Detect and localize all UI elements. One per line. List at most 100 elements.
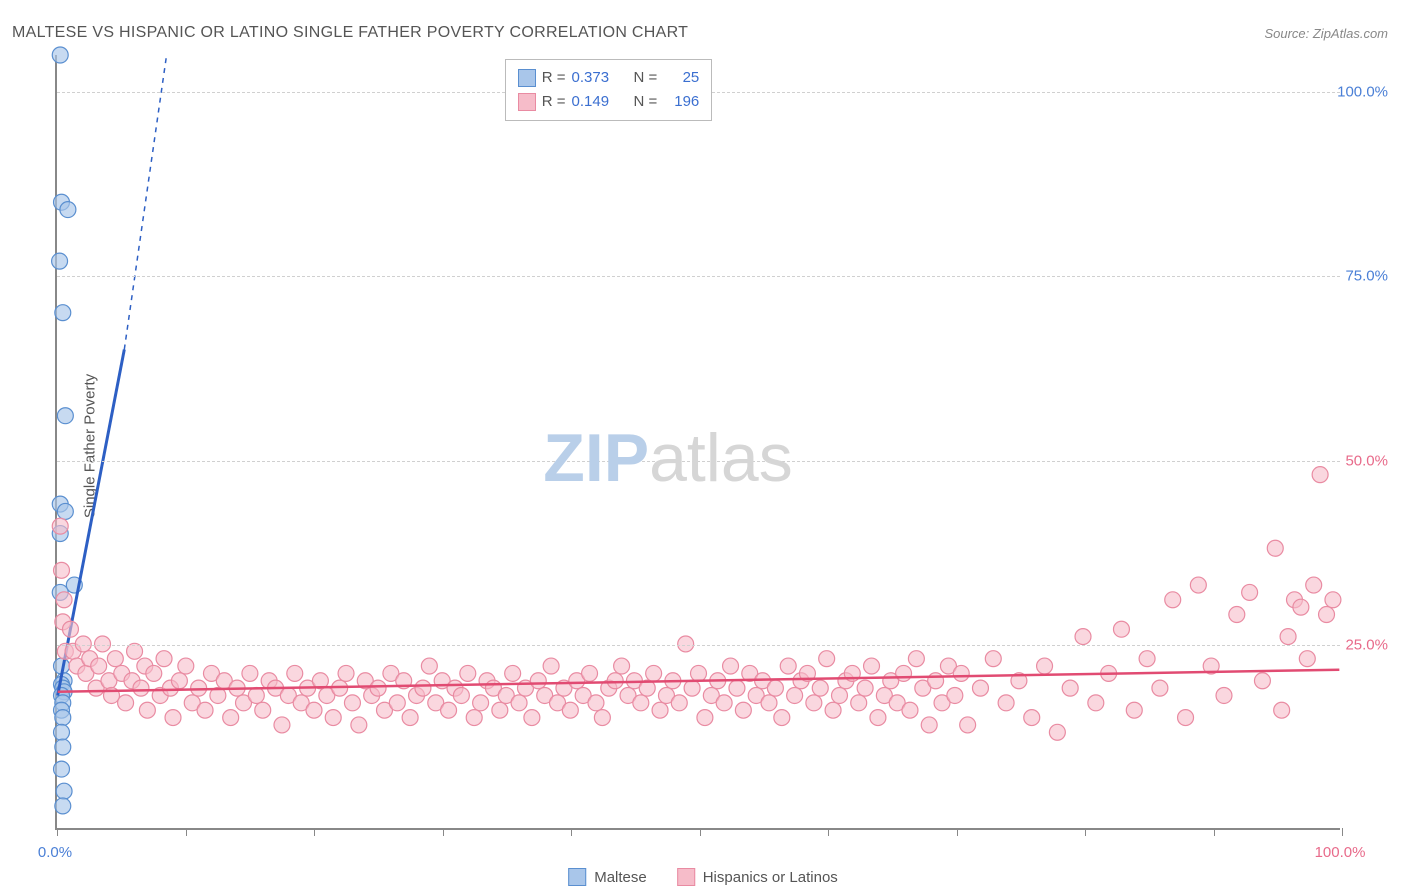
data-point <box>133 680 149 696</box>
data-point <box>56 592 72 608</box>
data-point <box>1216 688 1232 704</box>
data-point <box>857 680 873 696</box>
data-point <box>62 621 78 637</box>
legend-n-value: 25 <box>663 66 699 90</box>
data-point <box>671 695 687 711</box>
data-point <box>972 680 988 696</box>
data-point <box>767 680 783 696</box>
data-point <box>344 695 360 711</box>
data-point <box>156 651 172 667</box>
x-tick <box>1085 828 1086 836</box>
source-label: Source: ZipAtlas.com <box>1264 26 1388 41</box>
data-point <box>543 658 559 674</box>
data-point <box>1312 467 1328 483</box>
data-point <box>52 47 68 63</box>
data-point <box>594 710 610 726</box>
chart-container: MALTESE VS HISPANIC OR LATINO SINGLE FAT… <box>0 0 1406 892</box>
data-point <box>1325 592 1341 608</box>
data-point <box>1049 724 1065 740</box>
data-point <box>524 710 540 726</box>
data-point <box>453 688 469 704</box>
data-point <box>774 710 790 726</box>
data-point <box>697 710 713 726</box>
data-point <box>1242 584 1258 600</box>
data-point <box>614 658 630 674</box>
series-legend-item: Hispanics or Latinos <box>677 868 838 886</box>
chart-title: MALTESE VS HISPANIC OR LATINO SINGLE FAT… <box>12 24 688 42</box>
data-point <box>466 710 482 726</box>
data-point <box>947 688 963 704</box>
data-point <box>985 651 1001 667</box>
data-point <box>953 665 969 681</box>
data-point <box>55 305 71 321</box>
series-legend-label: Maltese <box>594 869 647 886</box>
data-point <box>274 717 290 733</box>
data-point <box>1293 599 1309 615</box>
scatter-svg <box>57 55 1340 828</box>
data-point <box>1267 540 1283 556</box>
data-point <box>1139 651 1155 667</box>
y-tick-label: 100.0% <box>1337 83 1388 100</box>
data-point <box>1126 702 1142 718</box>
y-tick-label: 25.0% <box>1345 637 1388 654</box>
data-point <box>1299 651 1315 667</box>
data-point <box>928 673 944 689</box>
x-tick <box>957 828 958 836</box>
data-point <box>652 702 668 718</box>
x-tick <box>443 828 444 836</box>
data-point <box>223 710 239 726</box>
data-point <box>998 695 1014 711</box>
legend-r-label: R = <box>542 66 566 90</box>
data-point <box>806 695 822 711</box>
data-point <box>55 798 71 814</box>
data-point <box>95 636 111 652</box>
data-point <box>1075 629 1091 645</box>
data-point <box>492 702 508 718</box>
data-point <box>582 665 598 681</box>
series-legend-item: Maltese <box>568 868 647 886</box>
data-point <box>370 680 386 696</box>
data-point <box>75 636 91 652</box>
data-point <box>197 702 213 718</box>
x-tick <box>57 828 58 836</box>
data-point <box>562 702 578 718</box>
data-point <box>908 651 924 667</box>
data-point <box>1152 680 1168 696</box>
legend-r-value: 0.149 <box>572 90 620 114</box>
data-point <box>255 702 271 718</box>
regression-line-extrapolated <box>124 55 166 349</box>
data-point <box>402 710 418 726</box>
legend-swatch <box>677 868 695 886</box>
legend-swatch <box>518 69 536 87</box>
data-point <box>864 658 880 674</box>
plot-area <box>55 55 1340 830</box>
data-point <box>1319 607 1335 623</box>
data-point <box>902 702 918 718</box>
data-point <box>723 658 739 674</box>
legend-n-label: N = <box>634 66 658 90</box>
data-point <box>607 673 623 689</box>
data-point <box>54 562 70 578</box>
data-point <box>146 665 162 681</box>
data-point <box>57 503 73 519</box>
data-point <box>729 680 745 696</box>
data-point <box>52 518 68 534</box>
data-point <box>57 408 73 424</box>
data-point <box>960 717 976 733</box>
legend-r-value: 0.373 <box>572 66 620 90</box>
data-point <box>825 702 841 718</box>
data-point <box>55 710 71 726</box>
data-point <box>460 665 476 681</box>
legend-swatch <box>568 868 586 886</box>
data-point <box>351 717 367 733</box>
series-legend-label: Hispanics or Latinos <box>703 869 838 886</box>
data-point <box>678 636 694 652</box>
legend-n-label: N = <box>634 90 658 114</box>
data-point <box>389 695 405 711</box>
legend-r-label: R = <box>542 90 566 114</box>
data-point <box>684 680 700 696</box>
data-point <box>921 717 937 733</box>
data-point <box>415 680 431 696</box>
x-tick <box>571 828 572 836</box>
data-point <box>165 710 181 726</box>
